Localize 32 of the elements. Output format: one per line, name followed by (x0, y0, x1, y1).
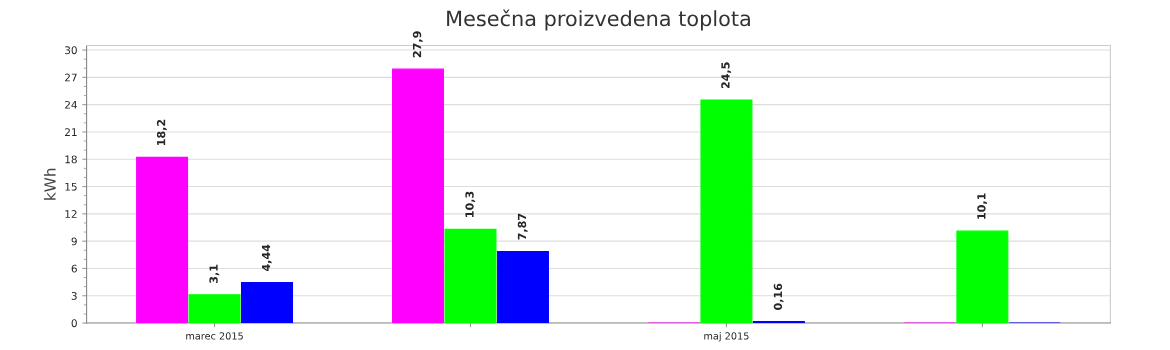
data-label: 24,5 (721, 62, 732, 89)
bar (700, 99, 753, 324)
y-tick-label: 0 (71, 319, 77, 328)
y-tick-label: 12 (65, 210, 77, 218)
x-tick-label: maj 2015 (704, 332, 749, 342)
y-tick-label: 3 (71, 291, 77, 300)
y-tick-label: 21 (65, 128, 77, 136)
y-tick-label: 27 (65, 73, 77, 82)
data-label: 3,1 (209, 264, 220, 283)
bar (241, 282, 294, 324)
bar (444, 228, 497, 324)
data-label: 10,3 (465, 191, 476, 217)
y-tick-label: 6 (71, 264, 77, 273)
y-tick-label: 18 (65, 155, 77, 164)
y-axis-title: kWh (43, 168, 56, 200)
data-label: 10,1 (977, 193, 988, 219)
bar (496, 250, 549, 324)
x-tick-label: marec 2015 (186, 332, 243, 340)
y-tick-label: 15 (65, 182, 77, 191)
data-label: 7,87 (517, 213, 528, 240)
y-tick-label: 24 (65, 100, 77, 109)
bar (956, 230, 1009, 324)
bar (188, 294, 241, 324)
bar (136, 156, 189, 324)
data-label: 0,16 (773, 283, 784, 310)
data-label: 4,44 (261, 244, 272, 272)
data-label: 27,9 (412, 31, 423, 58)
y-tick-label: 30 (65, 46, 77, 55)
chart-title: Mesečna proizvedena toplota (447, 9, 750, 31)
bar (392, 68, 445, 324)
y-tick-label: 9 (71, 237, 77, 246)
data-label: 18,2 (156, 119, 167, 146)
